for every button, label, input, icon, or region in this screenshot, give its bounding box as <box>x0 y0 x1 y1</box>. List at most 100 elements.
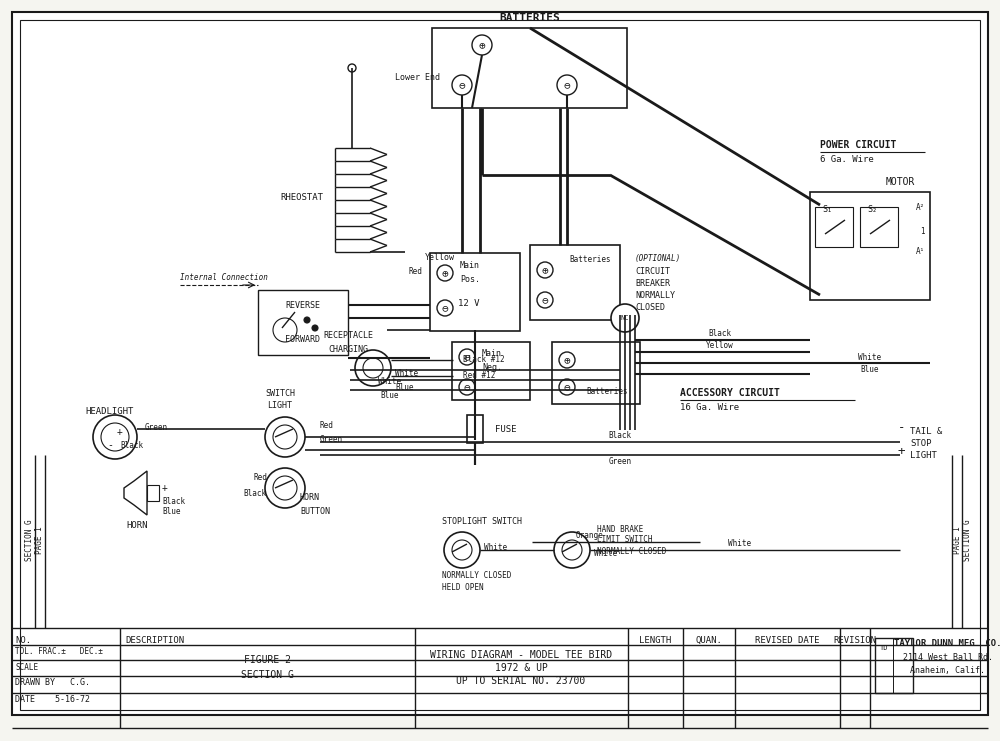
Text: SECTION G: SECTION G <box>241 670 293 680</box>
Bar <box>530 245 620 320</box>
Text: STOPLIGHT SWITCH: STOPLIGHT SWITCH <box>442 517 522 527</box>
Circle shape <box>437 300 453 316</box>
Text: LIGHT: LIGHT <box>910 451 937 460</box>
Circle shape <box>554 532 590 568</box>
Text: POWER CIRCUIT: POWER CIRCUIT <box>820 140 896 150</box>
Text: Black #12: Black #12 <box>463 356 505 365</box>
Text: RHEOSTAT: RHEOSTAT <box>280 193 323 202</box>
Text: ⊕: ⊕ <box>542 265 548 275</box>
Bar <box>432 28 627 108</box>
Text: Blue: Blue <box>861 365 879 374</box>
Text: REVISION: REVISION <box>834 636 876 645</box>
Text: White: White <box>728 539 752 548</box>
Text: REVISED DATE: REVISED DATE <box>755 636 819 645</box>
Text: ⊕: ⊕ <box>564 355 570 365</box>
Circle shape <box>557 75 577 95</box>
Text: CLOSED: CLOSED <box>635 304 665 313</box>
Text: Black: Black <box>708 328 732 337</box>
Text: WIRING DIAGRAM - MODEL TEE BIRD: WIRING DIAGRAM - MODEL TEE BIRD <box>430 650 612 660</box>
Text: HAND BRAKE: HAND BRAKE <box>597 525 643 534</box>
Text: 6 Ga. Wire: 6 Ga. Wire <box>820 156 874 165</box>
Circle shape <box>363 358 383 378</box>
Text: -: - <box>898 422 905 434</box>
Text: White: White <box>484 542 507 551</box>
Circle shape <box>444 532 480 568</box>
Text: Main: Main <box>460 261 480 270</box>
Text: LIMIT SWITCH: LIMIT SWITCH <box>597 536 652 545</box>
Text: A¹: A¹ <box>916 247 925 256</box>
Text: ⊕: ⊕ <box>442 268 448 278</box>
Circle shape <box>559 379 575 395</box>
Circle shape <box>101 423 129 451</box>
Text: PAGE 1: PAGE 1 <box>952 526 962 554</box>
Text: Green: Green <box>145 422 168 431</box>
Text: +: + <box>162 483 168 493</box>
Text: Main: Main <box>482 350 502 359</box>
Text: TOL. FRAC.±   DEC.±: TOL. FRAC.± DEC.± <box>15 647 103 656</box>
Circle shape <box>265 417 305 457</box>
Text: ⊖: ⊖ <box>464 352 470 362</box>
Circle shape <box>355 350 391 386</box>
Text: RECEPTACLE: RECEPTACLE <box>323 331 373 341</box>
Text: FUSE: FUSE <box>495 425 516 434</box>
Text: BUTTON: BUTTON <box>300 507 330 516</box>
Text: NO.: NO. <box>15 636 31 645</box>
Text: Red: Red <box>320 420 334 430</box>
Text: 1: 1 <box>920 227 925 236</box>
Text: -: - <box>107 440 113 450</box>
Bar <box>452 342 530 400</box>
Text: Neg.: Neg. <box>482 362 502 371</box>
Circle shape <box>562 540 582 560</box>
Text: (OPTIONAL): (OPTIONAL) <box>635 253 681 262</box>
Text: Yellow: Yellow <box>706 342 734 350</box>
Circle shape <box>273 476 297 500</box>
Text: Black: Black <box>608 431 632 439</box>
Text: Red: Red <box>253 473 267 482</box>
Text: NORMALLY: NORMALLY <box>635 291 675 301</box>
Text: 12 V: 12 V <box>458 299 480 308</box>
Text: Batteries: Batteries <box>586 388 628 396</box>
Bar <box>815 207 853 247</box>
Text: Orange: Orange <box>576 531 604 540</box>
Bar <box>860 207 898 247</box>
Text: +: + <box>117 427 123 437</box>
Text: Yellow: Yellow <box>425 253 455 262</box>
Text: S₂: S₂ <box>867 205 877 214</box>
Text: HEADLIGHT: HEADLIGHT <box>86 408 134 416</box>
Text: Blue: Blue <box>162 507 180 516</box>
Text: Black: Black <box>120 440 143 450</box>
Text: +: + <box>898 445 905 459</box>
Text: TAIL &: TAIL & <box>910 428 942 436</box>
Circle shape <box>472 35 492 55</box>
Bar <box>430 253 520 331</box>
Text: White: White <box>395 368 418 377</box>
Circle shape <box>611 304 639 332</box>
Text: SECTION G: SECTION G <box>26 519 34 561</box>
Text: Internal Connection: Internal Connection <box>180 273 268 282</box>
Text: ⊖: ⊖ <box>564 382 570 392</box>
Circle shape <box>537 292 553 308</box>
Text: SECTION G: SECTION G <box>962 519 972 561</box>
Text: Pos.: Pos. <box>460 274 480 284</box>
Text: White: White <box>378 377 402 387</box>
Text: ⊕: ⊕ <box>479 40 485 50</box>
Text: CIRCUIT: CIRCUIT <box>635 268 670 276</box>
Text: Blue: Blue <box>381 391 399 399</box>
Circle shape <box>93 415 137 459</box>
Text: Black: Black <box>244 488 267 497</box>
Text: SWITCH: SWITCH <box>265 388 295 397</box>
Text: QUAN.: QUAN. <box>696 636 722 645</box>
Text: 16 Ga. Wire: 16 Ga. Wire <box>680 404 739 413</box>
Text: Red #12: Red #12 <box>463 371 495 380</box>
Circle shape <box>348 64 356 72</box>
Text: DESCRIPTION: DESCRIPTION <box>125 636 184 645</box>
Text: ⊖: ⊖ <box>459 80 465 90</box>
Text: A²: A² <box>916 202 925 211</box>
Bar <box>810 192 930 300</box>
Text: PAGE 1: PAGE 1 <box>36 526 44 554</box>
Text: DATE    5-16-72: DATE 5-16-72 <box>15 695 90 704</box>
Text: NORMALLY CLOSED: NORMALLY CLOSED <box>442 571 511 579</box>
Circle shape <box>265 468 305 508</box>
Text: FIGURE 2: FIGURE 2 <box>244 655 290 665</box>
Text: NORMALLY CLOSED: NORMALLY CLOSED <box>597 548 666 556</box>
